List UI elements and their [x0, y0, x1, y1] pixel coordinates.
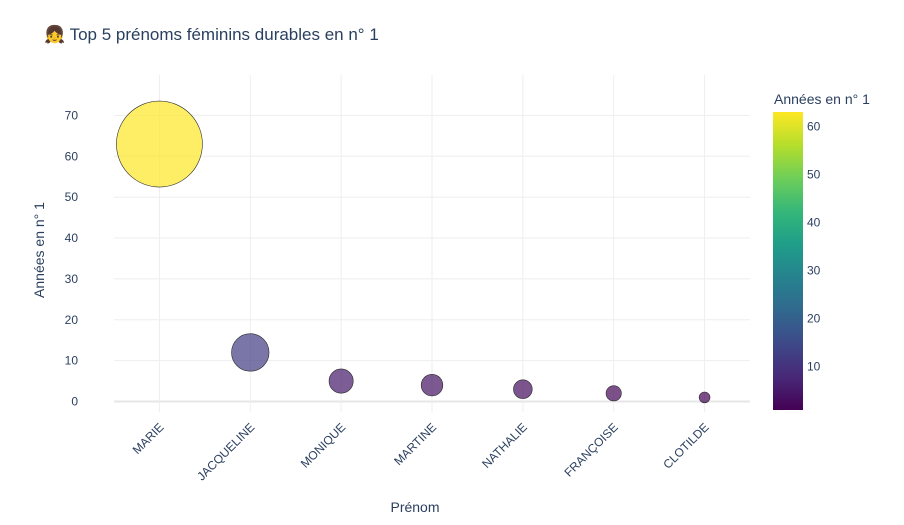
x-tick-label: MARTINE [391, 420, 439, 468]
y-tick-label: 30 [65, 272, 79, 286]
x-tick-label: FRANÇOISE [561, 420, 620, 479]
bubble-nathalie[interactable] [513, 379, 533, 399]
bubbles [116, 100, 711, 404]
x-axis-ticks: MARIE JACQUELINE MONIQUE MARTINE NATHALIE FRA… [130, 420, 712, 483]
colorbar-tick-label: 10 [807, 360, 821, 374]
bubble-marie[interactable] [116, 100, 203, 188]
y-axis-ticks: 0 10 20 30 40 50 60 70 [65, 108, 79, 408]
colorbar [773, 112, 803, 410]
colorbar-tick-label: 60 [807, 119, 821, 133]
y-tick-label: 10 [65, 354, 79, 368]
y-tick-label: 20 [65, 313, 79, 327]
x-tick-label: MARIE [130, 420, 167, 457]
x-tick-label: MONIQUE [298, 420, 348, 470]
x-tick-label: CLOTILDE [660, 420, 711, 471]
y-tick-label: 50 [65, 190, 79, 204]
colorbar-tick-label: 40 [807, 216, 821, 230]
colorbar-title: Années en n° 1 [774, 91, 870, 107]
colorbar-ticks: 10 20 30 40 50 60 [807, 119, 821, 373]
bubble-jacqueline[interactable] [231, 333, 270, 372]
bubble-clotilde[interactable] [698, 391, 711, 404]
grid [114, 75, 750, 412]
y-tick-label: 70 [65, 108, 79, 122]
y-tick-label: 60 [65, 149, 79, 163]
colorbar-tick-label: 50 [807, 167, 821, 181]
chart-title: 👧 Top 5 prénoms féminins durables en n° … [44, 24, 379, 44]
y-tick-label: 0 [71, 395, 78, 409]
x-axis-title: Prénom [390, 499, 439, 515]
x-tick-label: NATHALIE [479, 420, 530, 471]
bubble-françoise[interactable] [605, 385, 622, 402]
bubble-martine[interactable] [420, 374, 444, 397]
x-tick-label: JACQUELINE [194, 420, 257, 483]
colorbar-tick-label: 20 [807, 312, 821, 326]
colorbar-tick-label: 30 [807, 264, 821, 278]
y-tick-label: 40 [65, 231, 79, 245]
y-axis-title: Années en n° 1 [31, 202, 47, 298]
bubble-monique[interactable] [328, 368, 354, 394]
